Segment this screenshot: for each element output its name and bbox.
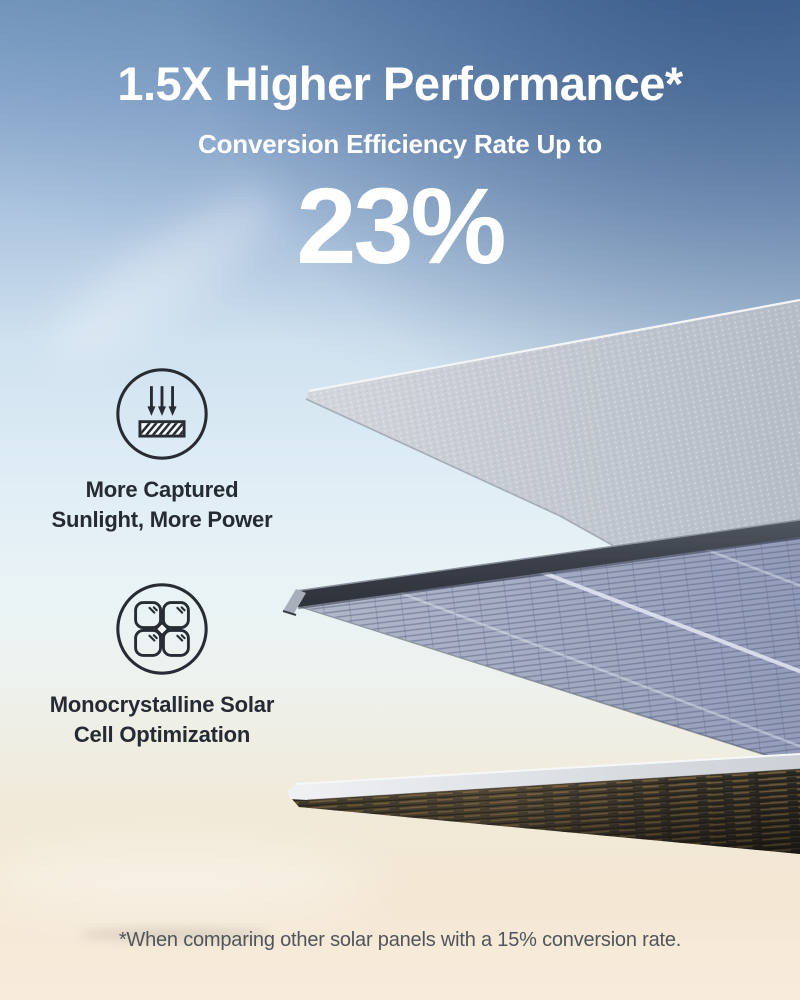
feature-caption-line: Cell Optimization: [73, 722, 251, 747]
headline: 1.5X Higher Performance*: [117, 57, 683, 110]
solar-panel-bottom: [287, 753, 800, 854]
feature-caption: Monocrystalline Solar Cell Optimization: [12, 690, 312, 750]
feature-caption: More Captured Sunlight, More Power: [12, 475, 312, 535]
feature-caption-line: More Captured: [85, 477, 239, 502]
panel-tip-cap: [283, 589, 306, 615]
stat-value: 23%: [296, 165, 506, 286]
footnote: *When comparing other solar panels with …: [118, 929, 682, 951]
feature-item-captured-sunlight: More Captured Sunlight, More Power: [12, 366, 312, 557]
sunlight-absorbed-into-panel-icon: [116, 368, 208, 460]
feature-caption-line: Monocrystalline Solar: [49, 692, 275, 717]
panel-frame-rail: [296, 520, 800, 607]
feature-caption-line: Sunlight, More Power: [51, 507, 273, 532]
monocrystalline-solar-cells-icon: [116, 583, 208, 675]
feature-item-monocrystalline-cells: Monocrystalline Solar Cell Optimization: [12, 581, 312, 772]
subheadline: Conversion Efficiency Rate Up to: [198, 129, 602, 159]
panel-top-sliver: [287, 754, 800, 800]
solar-panel-middle: [282, 519, 800, 767]
